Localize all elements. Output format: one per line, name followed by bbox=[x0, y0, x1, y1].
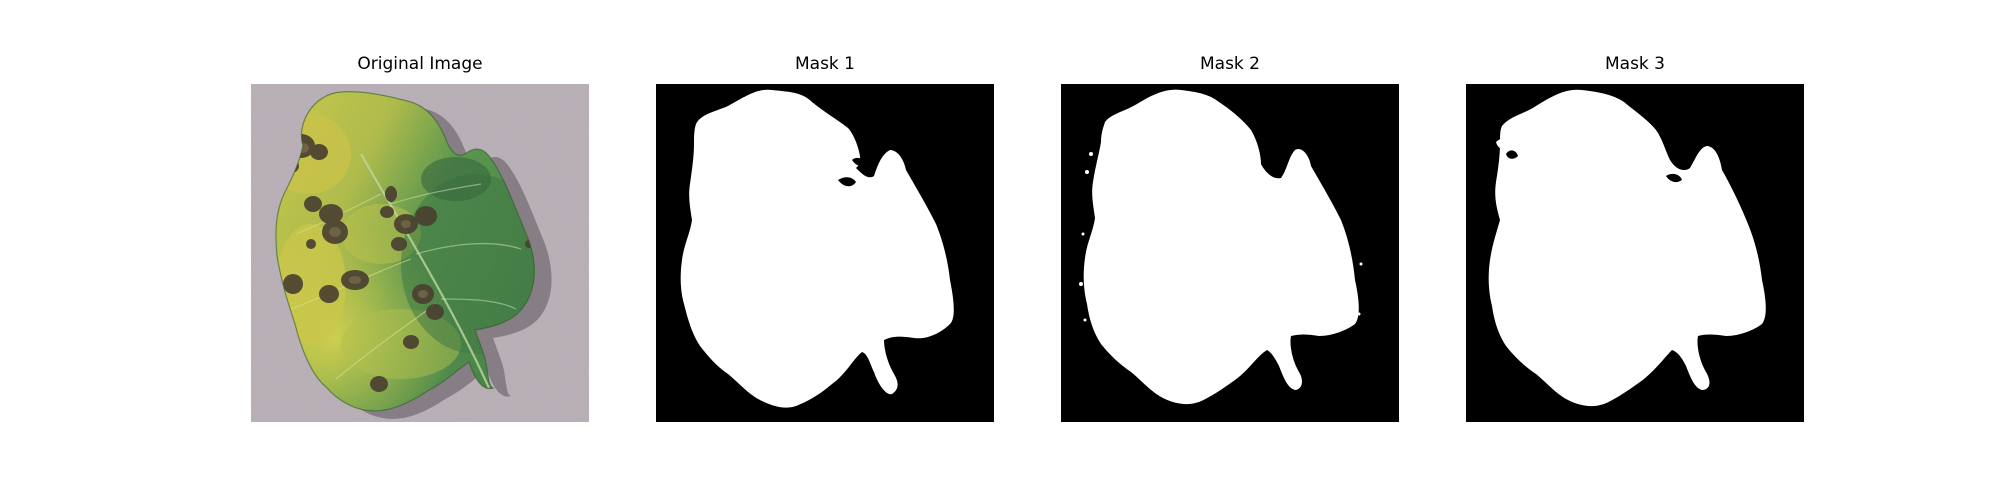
panel-original-image: Original Image bbox=[251, 54, 589, 422]
panel-mask-3: Mask 3 bbox=[1466, 54, 1804, 422]
panel-mask-2: Mask 2 bbox=[1061, 54, 1399, 422]
panel-title: Mask 2 bbox=[1199, 54, 1260, 74]
panel-title: Mask 3 bbox=[1604, 54, 1665, 74]
panel-title: Original Image bbox=[357, 54, 483, 74]
original-leaf-photo bbox=[251, 84, 589, 422]
mask-2-image bbox=[1061, 84, 1399, 422]
mask-1-image bbox=[656, 84, 994, 422]
mask-3-image bbox=[1466, 84, 1804, 422]
panel-title: Mask 1 bbox=[794, 54, 855, 74]
panel-mask-1: Mask 1 bbox=[656, 54, 994, 422]
